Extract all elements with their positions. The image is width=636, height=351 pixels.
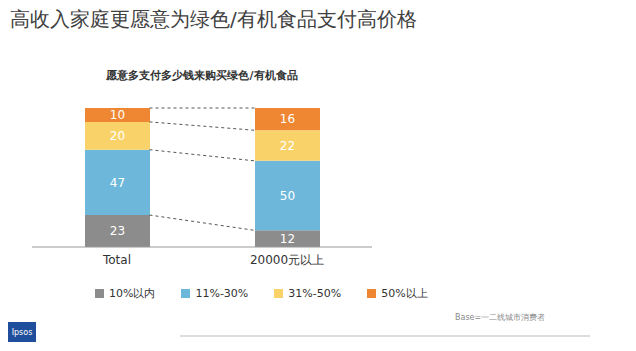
html-text:Base=一二线城市消费者: Base=一二线城市消费者 <box>455 313 546 322</box>
svg-text:23: 23 <box>110 224 125 238</box>
svg-text:22: 22 <box>280 139 295 153</box>
html-text:31%-50%: 31%-50% <box>288 287 342 300</box>
html-text:Ipsos: Ipsos <box>11 327 33 337</box>
svg-text:20: 20 <box>110 129 125 143</box>
svg-text:50: 50 <box>280 189 295 203</box>
svg-text:10: 10 <box>110 108 125 122</box>
html-text:10%以内: 10%以内 <box>109 287 156 300</box>
svg-text:20000元以上: 20000元以上 <box>250 253 324 267</box>
svg-text:12: 12 <box>280 232 295 246</box>
html-text:愿意多支付多少钱来购买绿色/有机食品: 愿意多支付多少钱来购买绿色/有机食品 <box>106 69 298 82</box>
html-text:高收入家庭更愿意为绿色/有机食品支付高价格: 高收入家庭更愿意为绿色/有机食品支付高价格 <box>10 7 417 31</box>
svg-text:16: 16 <box>280 112 295 126</box>
html-text:11%-30%: 11%-30% <box>195 287 249 300</box>
svg-text:Total: Total <box>102 253 131 267</box>
svg-text:47: 47 <box>110 176 125 190</box>
html-text:50%以上: 50%以上 <box>381 287 428 300</box>
